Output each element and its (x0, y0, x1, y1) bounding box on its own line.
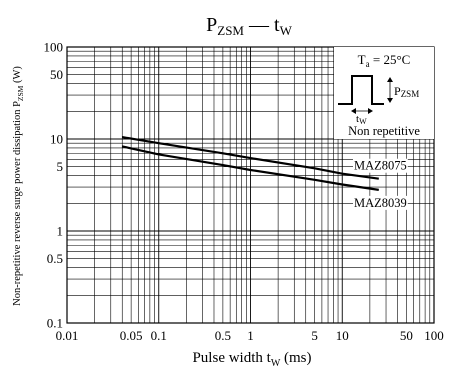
y-tick-label: 10 (50, 132, 63, 147)
y-tick-label: 0.5 (47, 251, 63, 266)
curves: MAZ8075 MAZ8039 (121, 136, 408, 210)
grid (67, 47, 434, 323)
x-tick-label: 100 (424, 328, 444, 343)
plot-frame (66, 46, 435, 324)
x-tick-label: 5 (311, 328, 318, 343)
y-tick-label: 100 (44, 40, 64, 55)
x-tick-label: 50 (400, 328, 413, 343)
inset-condition: Ta = 25°C (358, 52, 411, 69)
y-tick-label: 5 (57, 159, 64, 174)
tick-labels: 0.01 0.05 0.1 0.5 1 5 10 50 100 0.1 0.5 1 5 10 50 100 (44, 40, 444, 344)
pulse-waveform-icon (338, 75, 384, 105)
inset-note: Non repetitive (348, 124, 420, 138)
inset-pulse-label: PZSM (394, 84, 419, 99)
series-line-maz8039 (121, 145, 379, 191)
y-tick-label: 0.1 (47, 316, 63, 331)
x-tick-label: 0.5 (215, 328, 231, 343)
y-tick-label: 1 (57, 224, 64, 239)
x-tick-label: 0.1 (151, 328, 167, 343)
series-label-bg (353, 195, 408, 210)
pulse-inset: Ta = 25°C PZSM tW Non repetitive (334, 47, 434, 139)
x-axis-label: Pulse width tW (ms) (192, 350, 311, 369)
y-axis-label: Non-repetitive reverse surge power dissi… (12, 66, 25, 306)
series-label-bg (353, 158, 408, 173)
chart-title: PZSM — tW (206, 14, 292, 38)
inset-width-label: tW (356, 113, 367, 126)
series-label-maz8075: MAZ8075 (354, 159, 407, 173)
x-tick-label: 10 (336, 328, 349, 343)
y-tick-label: 50 (50, 67, 63, 82)
x-tick-label: 1 (247, 328, 254, 343)
series-line-maz8075 (122, 136, 379, 180)
x-tick-label: 0.05 (120, 328, 143, 343)
x-tick-label: 0.01 (56, 328, 79, 343)
series-label-maz8039: MAZ8039 (354, 196, 407, 210)
